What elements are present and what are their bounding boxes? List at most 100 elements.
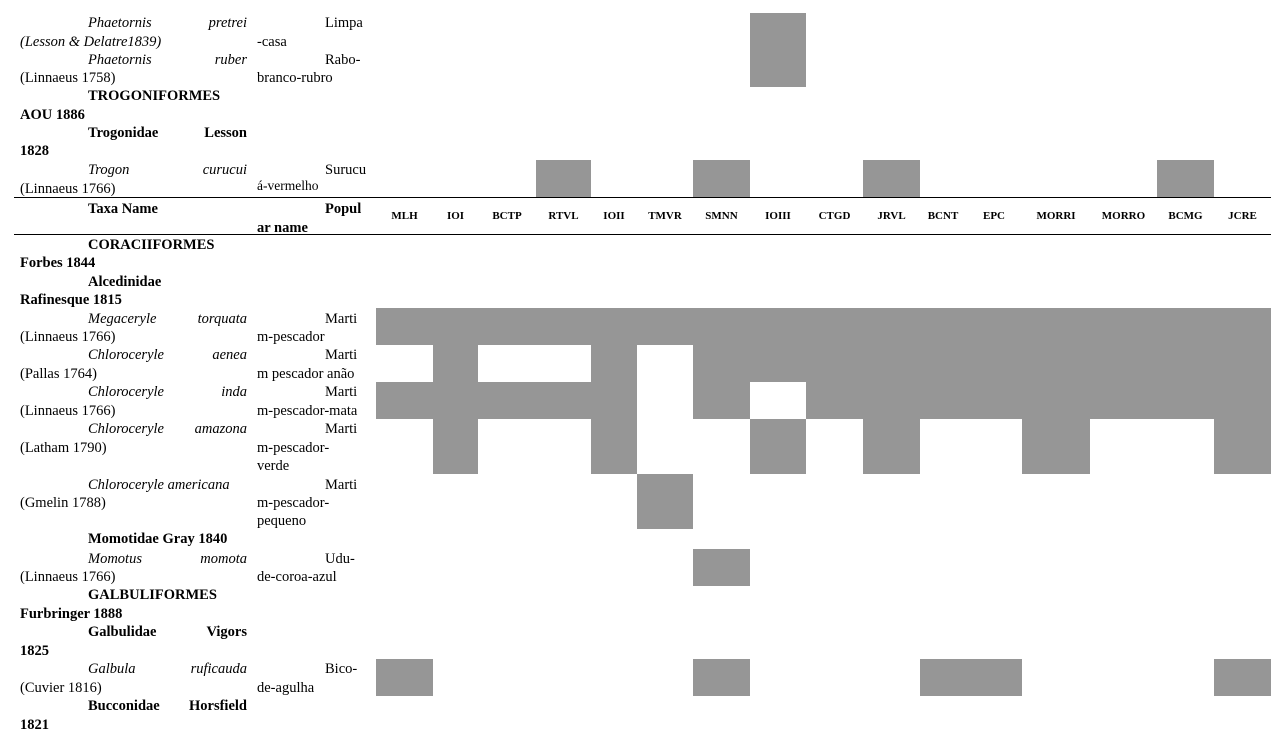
taxon-name: Phaetornis ruber: [88, 51, 247, 69]
genus: Trogon: [88, 162, 130, 178]
popular-name: Bico-: [325, 661, 358, 677]
genus: Phaetornis: [88, 15, 152, 31]
column-header-mlh: MLH: [391, 210, 418, 222]
popular-name: Udu-: [325, 551, 355, 567]
column-header-ioi: IOI: [446, 210, 465, 222]
presence-cell: [750, 345, 806, 382]
presence-cell: [433, 419, 478, 474]
family-heading-author: Rafinesque 1815: [20, 292, 122, 308]
popular-name: m pescador anão: [257, 366, 355, 382]
presence-cell: [1157, 160, 1214, 197]
genus: Galbula: [88, 661, 136, 677]
taxon-author: (Lesson & Delatre1839): [20, 34, 162, 50]
presence-cell: [1157, 382, 1214, 419]
popular-name: m-pescador: [257, 329, 325, 345]
family-heading: Galbulidae Vigors: [88, 623, 247, 641]
presence-cell: [376, 382, 433, 419]
taxon-name: Trogon curucui: [88, 161, 247, 179]
column-header-morro: MORRO: [1101, 210, 1146, 222]
genus: Phaetornis: [88, 52, 152, 68]
popular-name: m-pescador-mata: [257, 403, 358, 419]
popular-name: Limpa: [325, 15, 363, 31]
presence-cell: [1214, 382, 1271, 419]
presence-cell: [863, 160, 920, 197]
genus: Chloroceryle: [88, 384, 164, 400]
table-header-bottom-rule: [14, 234, 1271, 235]
presence-cell: [1022, 308, 1090, 345]
column-header-jrvl: JRVL: [877, 210, 906, 222]
taxon-author: (Cuvier 1816): [20, 680, 102, 696]
presence-cell: [806, 345, 863, 382]
presence-cell: [693, 659, 750, 696]
presence-cell: [920, 659, 966, 696]
taxon-author: (Pallas 1764): [20, 366, 97, 382]
presence-cell: [966, 308, 1022, 345]
presence-cell: [637, 308, 693, 345]
popular-name: á-vermelho: [257, 178, 319, 193]
column-header-bctp: BCTP: [492, 210, 522, 222]
taxon-name: Chloroceryle aenea: [88, 346, 247, 364]
column-header-tmvr: TMVR: [648, 210, 682, 222]
presence-cell: [1022, 419, 1090, 474]
taxon-author: (Latham 1790): [20, 440, 107, 456]
presence-cell: [966, 382, 1022, 419]
column-header-epc: EPC: [983, 210, 1005, 222]
presence-cell: [1157, 308, 1214, 345]
column-header-ctgd: CTGD: [818, 210, 851, 222]
genus: Momotus: [88, 551, 142, 567]
column-header-smnn: SMNN: [705, 210, 738, 222]
presence-cell: [1090, 382, 1157, 419]
presence-cell: [536, 160, 591, 197]
presence-cell: [376, 308, 433, 345]
column-header-bcmg: BCMG: [1168, 210, 1203, 222]
species: pretrei: [208, 15, 247, 31]
column-header-bcnt: BCNT: [927, 210, 959, 222]
genus: Chloroceryle: [88, 347, 164, 363]
popular-name: Marti: [325, 347, 358, 363]
genus: Megaceryle: [88, 311, 157, 327]
popular-name: Marti: [325, 311, 358, 327]
family-heading: Trogonidae Lesson: [88, 124, 247, 142]
presence-cell: [1090, 308, 1157, 345]
presence-cell: [433, 308, 478, 345]
presence-cell: [1214, 308, 1271, 345]
presence-cell: [591, 345, 637, 382]
popular-name: Marti: [325, 384, 358, 400]
presence-cell: [693, 549, 750, 586]
taxon-author: (Linnaeus 1766): [20, 181, 116, 197]
taxon-name: Megaceryle torquata: [88, 310, 247, 328]
presence-cell: [536, 382, 591, 419]
genus: Chloroceryle: [88, 421, 164, 437]
taxon-author: (Gmelin 1788): [20, 495, 106, 511]
taxon-name: Phaetornis pretrei: [88, 14, 247, 32]
presence-cell: [966, 659, 1022, 696]
taxon-name: Galbula ruficauda: [88, 660, 247, 678]
popular-name: m-pescador-: [257, 440, 330, 456]
presence-cell: [433, 345, 478, 382]
order-heading: GALBULIFORMES: [88, 587, 217, 603]
presence-cell: [863, 382, 920, 419]
presence-cell: [750, 308, 806, 345]
presence-cell: [693, 308, 750, 345]
presence-cell: [806, 382, 863, 419]
presence-cell: [376, 659, 433, 696]
popular-name: Marti: [325, 477, 358, 493]
family-author: Lesson: [204, 125, 247, 141]
taxon-name: Momotus momota: [88, 550, 247, 568]
presence-cell: [863, 345, 920, 382]
presence-cell: [920, 345, 966, 382]
species: ruber: [214, 52, 247, 68]
taxon-author: (Linnaeus 1766): [20, 569, 116, 585]
presence-cell: [591, 382, 637, 419]
family-name: Bucconidae: [88, 698, 160, 714]
order-heading-author: AOU 1886: [20, 107, 85, 123]
presence-cell: [693, 345, 750, 382]
presence-cell: [863, 419, 920, 474]
order-heading-author: Furbringer 1888: [20, 606, 123, 622]
presence-cell: [750, 419, 806, 474]
species: amazona: [194, 421, 247, 437]
presence-cell: [693, 160, 750, 197]
presence-cell: [478, 308, 536, 345]
presence-cell: [637, 474, 693, 529]
taxon-author: (Linnaeus 1766): [20, 329, 116, 345]
